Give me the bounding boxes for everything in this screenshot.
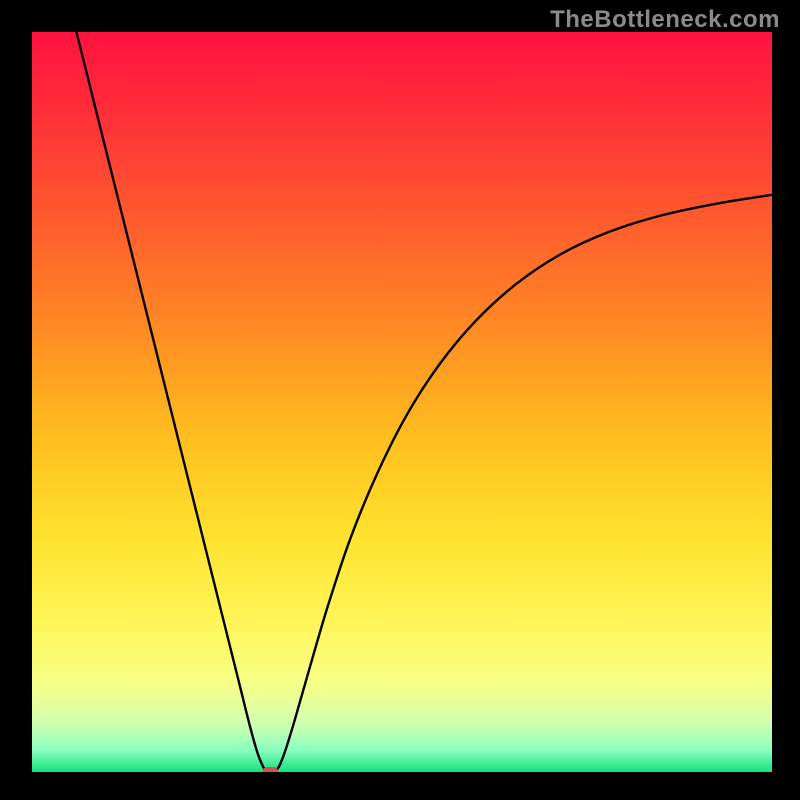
plot-area [32,32,772,772]
bottleneck-curve [76,32,772,772]
minimum-marker [263,768,278,772]
watermark-text: TheBottleneck.com [550,6,780,34]
chart-frame: TheBottleneck.com [0,0,800,800]
chart-svg [32,32,772,772]
